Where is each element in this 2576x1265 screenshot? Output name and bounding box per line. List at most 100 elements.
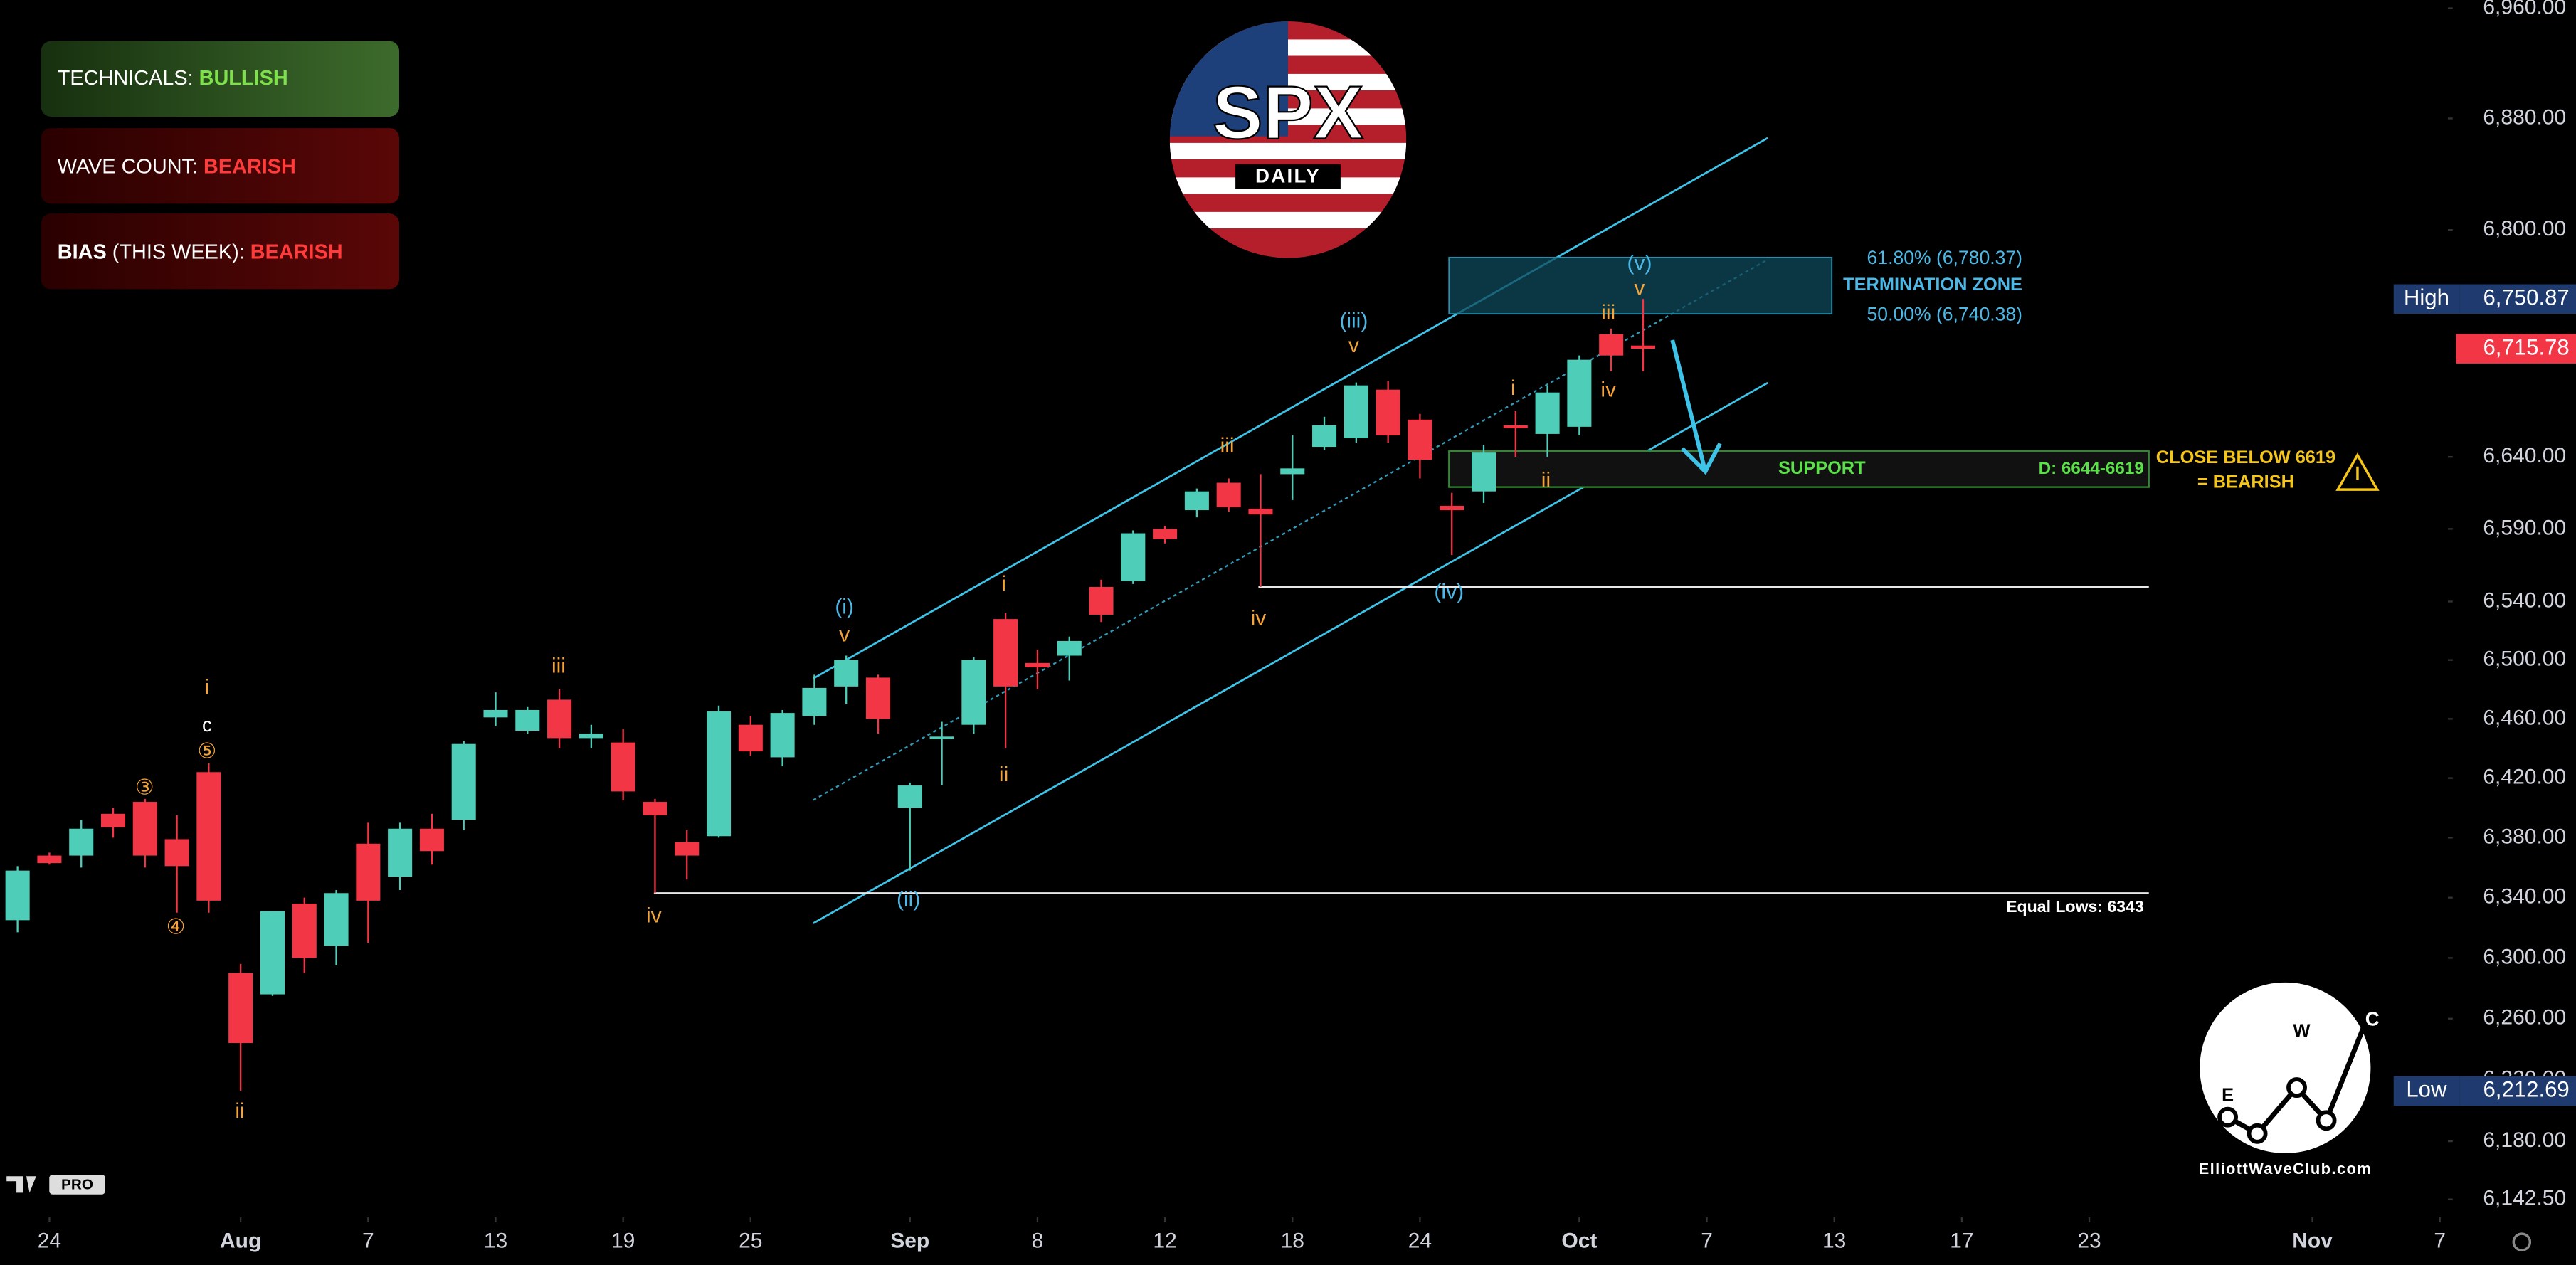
- candle-body: [1471, 452, 1496, 492]
- candle-body: [865, 677, 891, 719]
- wave-label: ii: [1541, 468, 1551, 492]
- wave-label: (v): [1627, 252, 1652, 275]
- candle-body: [164, 839, 189, 867]
- warning-icon: [2335, 452, 2380, 491]
- candle-body: [1216, 482, 1241, 507]
- watermark-icon: [6, 1176, 36, 1193]
- wave-label: ii: [999, 763, 1008, 786]
- wave-label: (i): [835, 595, 854, 618]
- y-tick-label: 6,420.00: [2483, 766, 2566, 789]
- x-tick-label: 7: [2434, 1229, 2446, 1253]
- fib-label: 61.80% (6,780.37): [1867, 247, 2022, 268]
- candle-body: [132, 802, 157, 856]
- fib-label: 50.00% (6,740.38): [1867, 303, 2022, 324]
- wave-label: i: [1001, 572, 1006, 596]
- y-tick-label: 6,142.50: [2483, 1187, 2566, 1210]
- candle-body: [483, 709, 508, 718]
- candle-body: [1184, 491, 1209, 511]
- candle-body: [1025, 662, 1050, 667]
- candle-body: [643, 802, 667, 815]
- y-tick-label: 6,590.00: [2483, 516, 2566, 539]
- wave-label: iv: [1600, 378, 1616, 401]
- y-tick-label: 6,180.00: [2483, 1128, 2566, 1152]
- last-price-bg: [2456, 334, 2576, 364]
- y-tick-label: 6,460.00: [2483, 706, 2566, 729]
- candle-body: [1503, 425, 1528, 428]
- panel-label: BIAS: [58, 240, 107, 263]
- candle-body: [1567, 359, 1592, 427]
- price-tag-bg: [2459, 284, 2576, 314]
- candle-body: [738, 724, 763, 752]
- wave-label: iii: [1220, 434, 1235, 457]
- x-tick-label: 12: [1153, 1229, 1176, 1253]
- y-tick-label: 6,540.00: [2483, 588, 2566, 612]
- price-tag-name-bg: [2393, 284, 2460, 314]
- candle-body: [834, 660, 859, 687]
- candle-body: [1248, 509, 1273, 515]
- alert-text: = BEARISH: [2197, 472, 2294, 492]
- x-tick-label: 24: [38, 1229, 61, 1253]
- candle-body: [929, 736, 954, 739]
- candle-body: [1089, 587, 1114, 615]
- price-tag-value: 6,750.87: [2483, 285, 2569, 310]
- y-tick-label: 6,260.00: [2483, 1006, 2566, 1030]
- brand-logo: [2217, 1106, 2238, 1128]
- y-tick-label: 6,300.00: [2483, 945, 2566, 968]
- y-tick-label: 6,380.00: [2483, 825, 2566, 848]
- brand-letter: W: [2293, 1021, 2310, 1041]
- candle-body: [37, 855, 62, 864]
- wave-label: i: [205, 675, 210, 699]
- candle-body: [260, 911, 285, 995]
- candle-body: [419, 828, 444, 852]
- candle-body: [675, 842, 700, 856]
- wave-label: ii: [235, 1099, 244, 1123]
- x-tick-label: 25: [739, 1229, 762, 1253]
- candle-body: [547, 699, 572, 739]
- panel-text: BIAS (THIS WEEK): BEARISH: [58, 240, 343, 263]
- wave-label: iv: [646, 904, 662, 927]
- brand-site: ElliottWaveClub.com: [2199, 1160, 2372, 1177]
- price-tag-name: High: [2404, 285, 2449, 310]
- x-tick-label: 13: [484, 1229, 507, 1253]
- arrow: [1670, 339, 1722, 475]
- level-label: Equal Lows: 6343: [2006, 897, 2144, 916]
- x-tick-label: Sep: [890, 1229, 929, 1253]
- panel-text: WAVE COUNT: BEARISH: [58, 155, 296, 178]
- candle-body: [1344, 385, 1368, 438]
- brand-letter: C: [2365, 1007, 2380, 1030]
- x-tick-label: 24: [1408, 1229, 1432, 1253]
- wave-label: ③: [135, 776, 154, 799]
- y-tick-label: 6,500.00: [2483, 647, 2566, 671]
- wave-label: (iv): [1434, 581, 1464, 604]
- panel-label: (THIS WEEK):: [112, 240, 245, 263]
- y-tick-label: 6,960.00: [2483, 0, 2566, 18]
- y-tick-label: 6,880.00: [2483, 105, 2566, 129]
- wave-label: iv: [1251, 606, 1267, 630]
- candle-body: [1376, 389, 1400, 435]
- candle-body: [802, 687, 827, 716]
- candle-body: [1535, 392, 1560, 434]
- candle-body: [228, 973, 253, 1044]
- wave-label: v: [1635, 276, 1645, 300]
- candle-body: [451, 743, 476, 820]
- candle-body: [388, 828, 413, 877]
- brand-logo: [2247, 1123, 2268, 1144]
- settings-icon[interactable]: [2512, 1232, 2532, 1251]
- wave-label: v: [839, 623, 850, 647]
- price-tag-value: 6,212.69: [2483, 1077, 2569, 1102]
- x-tick-label: 23: [2077, 1229, 2101, 1253]
- candle-body: [579, 734, 603, 739]
- x-tick-label: 19: [611, 1229, 635, 1253]
- support-zone: [1448, 450, 2150, 488]
- alert-text: CLOSE BELOW 6619: [2156, 448, 2335, 467]
- x-tick-label: 13: [1822, 1229, 1846, 1253]
- candle-body: [1599, 334, 1624, 356]
- candle-body: [993, 619, 1018, 687]
- y-tick-label: 6,640.00: [2483, 444, 2566, 467]
- x-tick-label: 18: [1281, 1229, 1304, 1253]
- candle-body: [611, 742, 635, 792]
- wave-label: iii: [551, 654, 566, 677]
- candle-body: [1408, 419, 1432, 460]
- wave-label: (ii): [897, 887, 920, 911]
- wave-label: v: [1348, 334, 1359, 357]
